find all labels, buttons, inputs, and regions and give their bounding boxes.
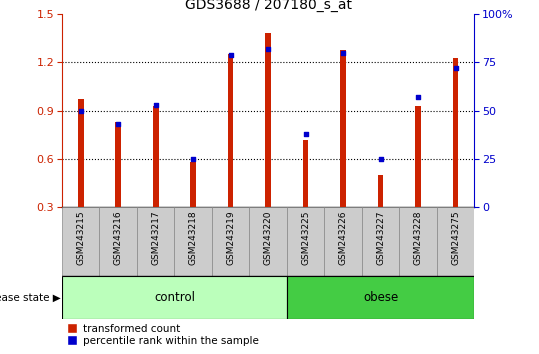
Text: obese: obese bbox=[363, 291, 398, 304]
Bar bbox=[62, 276, 287, 319]
Bar bbox=[137, 207, 175, 276]
Bar bbox=[362, 207, 399, 276]
Point bbox=[77, 108, 85, 113]
Point bbox=[226, 52, 235, 57]
Point bbox=[414, 94, 423, 100]
Text: GSM243215: GSM243215 bbox=[76, 211, 85, 265]
Bar bbox=[115, 122, 121, 207]
Text: GSM243217: GSM243217 bbox=[151, 211, 160, 265]
Text: GSM243226: GSM243226 bbox=[338, 211, 348, 265]
Bar bbox=[228, 55, 233, 207]
Bar bbox=[153, 106, 158, 207]
Bar bbox=[250, 207, 287, 276]
Text: GSM243219: GSM243219 bbox=[226, 211, 235, 265]
Bar bbox=[287, 207, 324, 276]
Point bbox=[376, 156, 385, 162]
Point bbox=[189, 156, 197, 162]
Text: control: control bbox=[154, 291, 195, 304]
Title: GDS3688 / 207180_s_at: GDS3688 / 207180_s_at bbox=[185, 0, 351, 12]
Bar bbox=[212, 207, 250, 276]
Point bbox=[264, 46, 273, 52]
Bar bbox=[100, 207, 137, 276]
Bar bbox=[378, 175, 383, 207]
Point bbox=[301, 131, 310, 137]
Bar bbox=[415, 106, 421, 207]
Bar bbox=[399, 207, 437, 276]
Bar bbox=[175, 207, 212, 276]
Text: GSM243216: GSM243216 bbox=[114, 211, 123, 265]
Bar bbox=[437, 207, 474, 276]
Point bbox=[151, 102, 160, 108]
Text: GSM243225: GSM243225 bbox=[301, 211, 310, 265]
Bar bbox=[453, 58, 458, 207]
Bar bbox=[287, 276, 474, 319]
Bar bbox=[62, 207, 100, 276]
Point bbox=[114, 121, 122, 127]
Text: GSM243228: GSM243228 bbox=[413, 211, 423, 265]
Text: GSM243275: GSM243275 bbox=[451, 211, 460, 265]
Point bbox=[451, 65, 460, 71]
Text: GSM243220: GSM243220 bbox=[264, 211, 273, 265]
Bar bbox=[324, 207, 362, 276]
Bar bbox=[190, 162, 196, 207]
Point bbox=[339, 50, 348, 56]
Text: GSM243227: GSM243227 bbox=[376, 211, 385, 265]
Bar bbox=[340, 50, 346, 207]
Text: GSM243218: GSM243218 bbox=[189, 211, 198, 265]
Bar bbox=[78, 99, 84, 207]
Bar bbox=[265, 34, 271, 207]
Bar bbox=[303, 139, 308, 207]
Text: disease state ▶: disease state ▶ bbox=[0, 292, 61, 302]
Legend: transformed count, percentile rank within the sample: transformed count, percentile rank withi… bbox=[67, 324, 259, 346]
